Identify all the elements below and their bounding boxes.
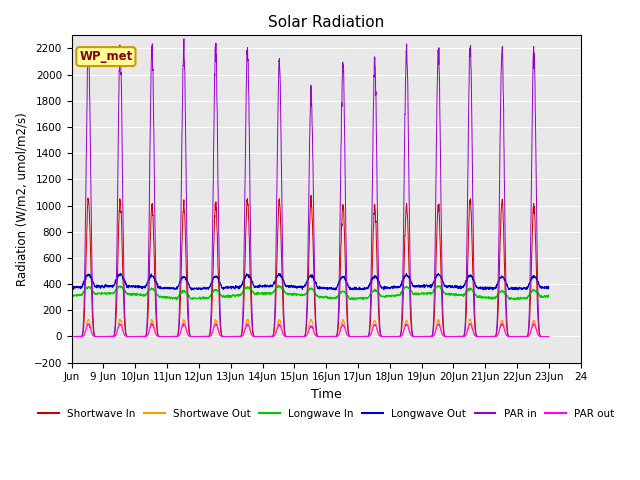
X-axis label: Time: Time [311,388,342,401]
Title: Solar Radiation: Solar Radiation [268,15,385,30]
Y-axis label: Radiation (W/m2, umol/m2/s): Radiation (W/m2, umol/m2/s) [15,112,28,286]
Text: WP_met: WP_met [79,50,132,63]
Legend: Shortwave In, Shortwave Out, Longwave In, Longwave Out, PAR in, PAR out: Shortwave In, Shortwave Out, Longwave In… [34,405,618,423]
